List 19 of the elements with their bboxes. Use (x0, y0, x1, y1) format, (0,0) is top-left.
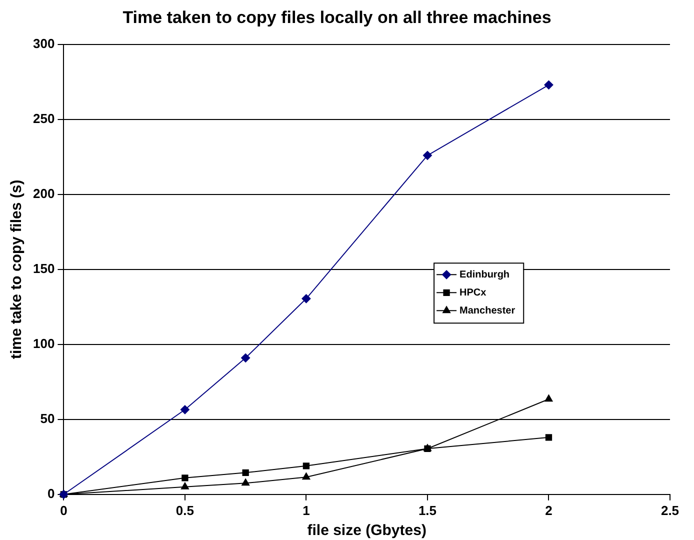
y-tick-label: 200 (32, 186, 55, 201)
legend-label: Edinburgh (460, 269, 510, 280)
y-axis-title: time take to copy files (s) (8, 180, 26, 360)
y-tick-label: 100 (32, 336, 55, 351)
x-tick-label: 1 (302, 502, 310, 518)
y-tick-label: 300 (32, 36, 55, 51)
legend-label: HPCx (460, 287, 487, 298)
y-tick-label: 50 (40, 410, 55, 426)
chart-title: Time taken to copy files locally on all three machines (122, 8, 552, 27)
legend-label: Manchester (460, 305, 516, 316)
y-tick-label: 250 (32, 110, 55, 126)
x-tick-label: 0 (60, 502, 68, 518)
x-tick-label: 0.5 (176, 502, 194, 518)
x-axis-title: file size (Gbytes) (307, 522, 426, 540)
x-tick-label: 2 (545, 502, 552, 518)
x-tick-label: 1.5 (418, 502, 437, 518)
y-tick-label: 150 (32, 260, 55, 276)
y-tick-label: 0 (47, 486, 55, 501)
x-tick-label: 2.5 (660, 502, 680, 518)
